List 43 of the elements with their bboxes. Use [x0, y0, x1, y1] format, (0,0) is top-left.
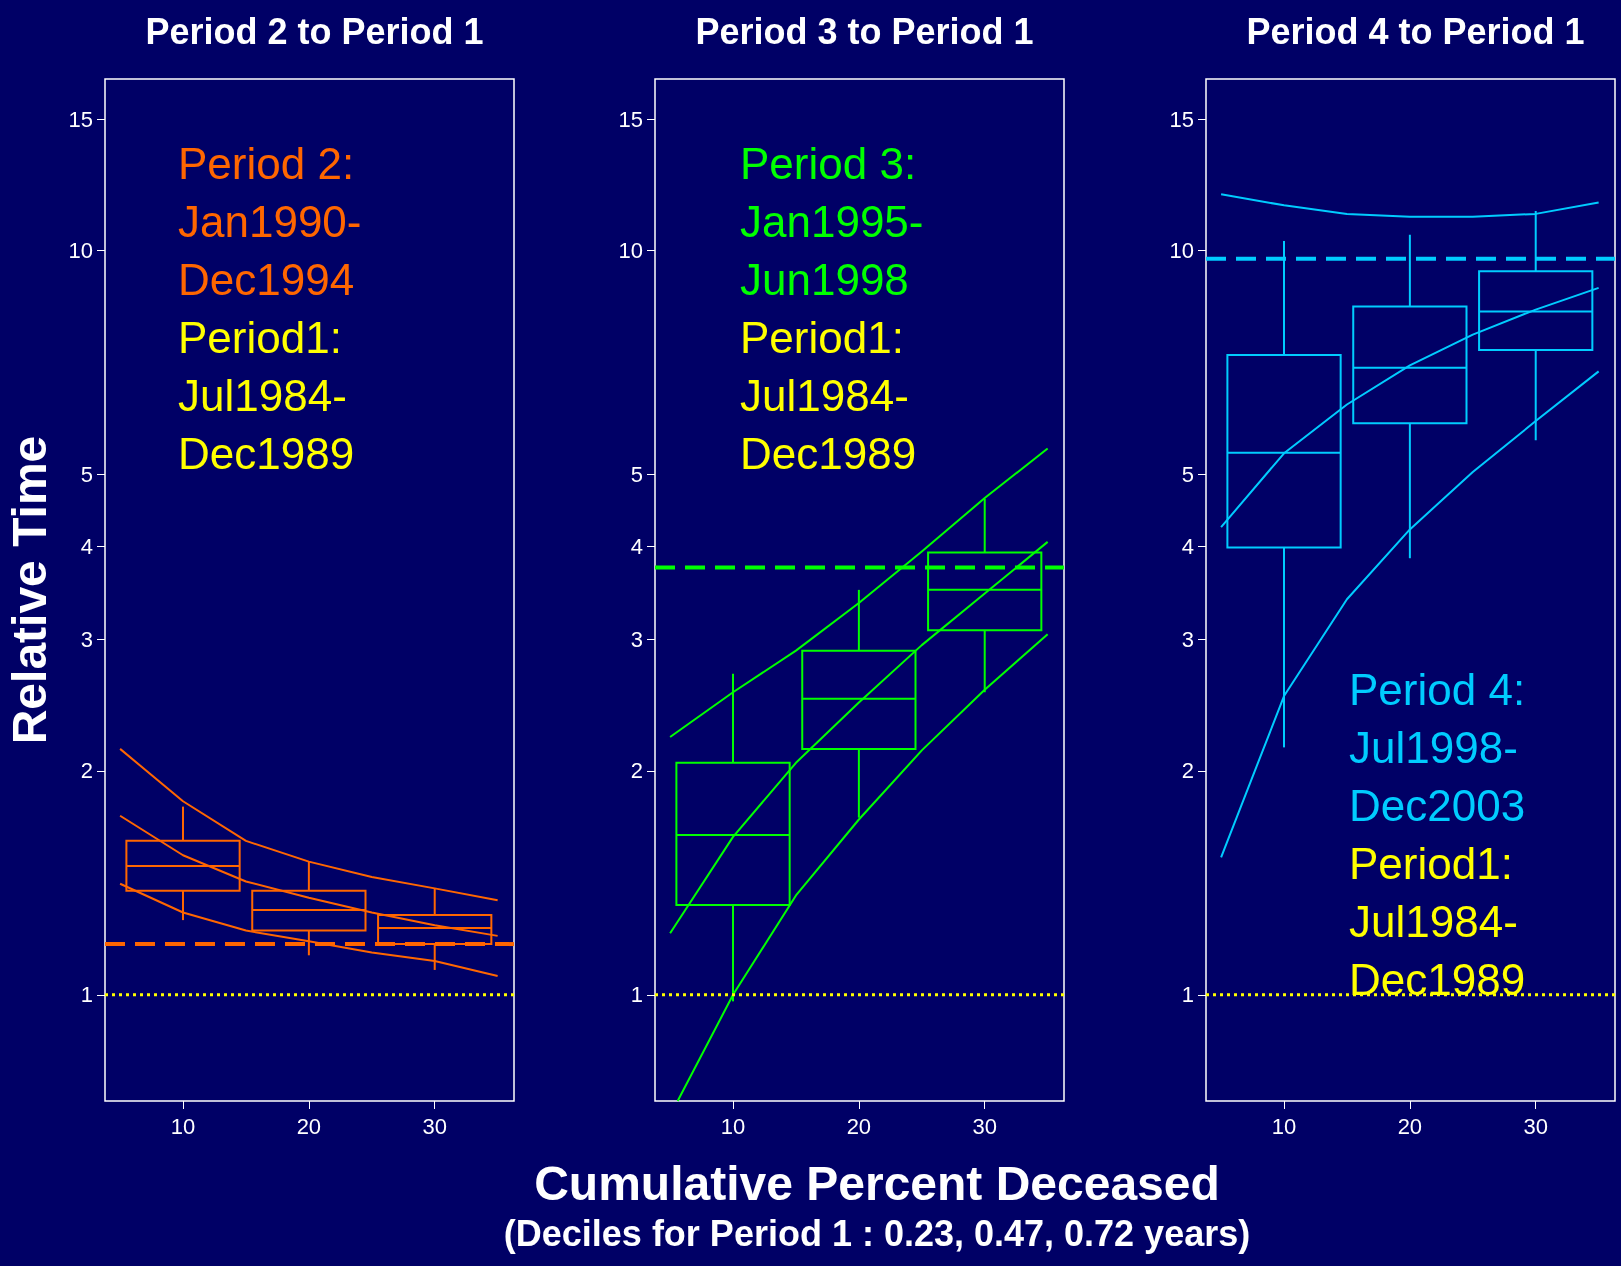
line-series [676, 633, 1049, 1102]
y-tick-label: 5 [80, 462, 93, 488]
y-tick-label: 2 [1181, 758, 1194, 784]
y-tick-label: 4 [630, 534, 643, 560]
y-tick-label: 1 [1181, 982, 1194, 1008]
y-axis-title: Relative Time [2, 435, 56, 745]
y-tick-label: 3 [1181, 627, 1194, 653]
x-tick-label: 20 [846, 1113, 872, 1139]
y-tick-label: 4 [80, 534, 93, 560]
y-tick-label: 2 [630, 758, 643, 784]
chart-title: Period 2 to Period 1 [145, 10, 484, 52]
annotation: Period1: Jul1984- Dec1989 [740, 312, 917, 478]
chart-title: Period 4 to Period 1 [1246, 10, 1585, 52]
y-tick-label: 5 [630, 462, 643, 488]
x-tick-label: 10 [170, 1113, 196, 1139]
y-tick-label: 10 [1169, 238, 1194, 264]
x-tick-label: 10 [1271, 1113, 1297, 1139]
x-tick-label: 10 [720, 1113, 746, 1139]
y-tick-label: 3 [80, 627, 93, 653]
y-tick-label: 4 [1181, 534, 1194, 560]
x-tick-label: 20 [296, 1113, 322, 1139]
x-tick-label: 30 [422, 1113, 447, 1139]
text: (Deciles for Period 1 : 0.23, 0.47, 0.72 years) [502, 1213, 1252, 1254]
y-tick-label: 10 [68, 238, 93, 264]
x-tick-label: 30 [972, 1113, 997, 1139]
y-tick-label: 15 [68, 106, 93, 132]
annotation: Period 4: Jul1998- Dec2003 [1349, 664, 1526, 830]
y-tick-label: 10 [618, 238, 643, 264]
annotation: Period1: Jul1984- Dec1989 [1349, 838, 1526, 1004]
x-tick-label: 30 [1523, 1113, 1548, 1139]
x-tick-label: 20 [1397, 1113, 1423, 1139]
y-tick-label: 5 [1181, 462, 1194, 488]
chart-title: Period 3 to Period 1 [695, 10, 1034, 52]
annotation: Period 2: Jan1990- Dec1994 [178, 138, 362, 304]
y-tick-label: 2 [80, 758, 93, 784]
y-tick-label: 1 [80, 982, 93, 1008]
y-tick-label: 1 [630, 982, 643, 1008]
y-tick-label: 15 [618, 106, 643, 132]
x-axis-title: Cumulative Percent Deceased [533, 1157, 1221, 1211]
y-tick-label: 15 [1169, 106, 1194, 132]
annotation: Period 3: Jan1995- Jun1998 [740, 138, 924, 304]
y-tick-label: 3 [630, 627, 643, 653]
annotation: Period1: Jul1984- Dec1989 [178, 312, 355, 478]
